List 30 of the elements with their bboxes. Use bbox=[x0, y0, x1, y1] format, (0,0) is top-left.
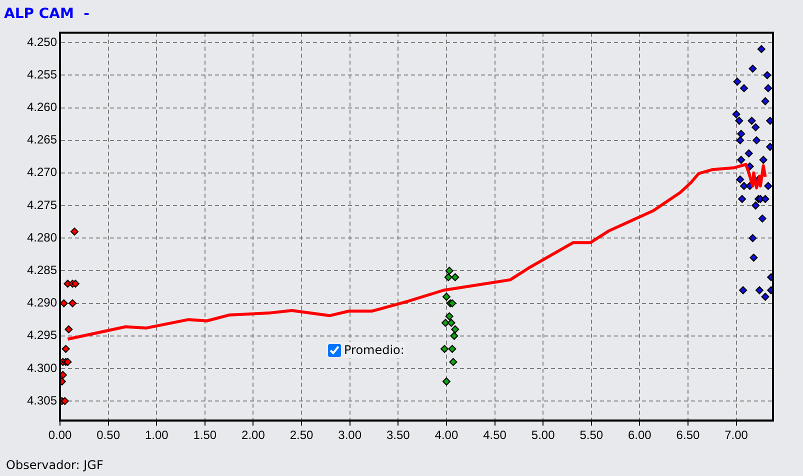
x-tick-label: 6.50 bbox=[676, 428, 700, 442]
x-tick-label: 0.00 bbox=[48, 428, 72, 442]
y-tick-label: 4.290 bbox=[26, 296, 58, 310]
x-tick-label: 5.50 bbox=[580, 428, 604, 442]
y-tick-label: 4.300 bbox=[26, 360, 58, 375]
x-tick-label: 5.00 bbox=[531, 428, 556, 442]
y-tick-label: 4.255 bbox=[26, 67, 58, 82]
x-tick-label: 7.00 bbox=[724, 428, 748, 442]
y-tick-label: 4.250 bbox=[26, 34, 58, 49]
y-tick-label: 4.305 bbox=[26, 393, 58, 408]
y-tick-label: 4.275 bbox=[26, 198, 58, 212]
y-tick-label: 4.280 bbox=[26, 230, 58, 244]
x-tick-label: 1.00 bbox=[144, 428, 169, 442]
text: Observador: JGF bbox=[6, 458, 104, 472]
y-tick-label: 4.260 bbox=[26, 100, 58, 114]
y-tick-label: 4.285 bbox=[26, 263, 58, 278]
x-tick-label: 4.50 bbox=[483, 428, 507, 442]
y-tick-label: 4.295 bbox=[26, 328, 58, 342]
annotation: Promedio: bbox=[344, 343, 404, 357]
x-tick-label: 4.00 bbox=[434, 428, 458, 442]
x-tick-label: 3.50 bbox=[386, 428, 410, 442]
x-tick-label: 2.00 bbox=[242, 428, 266, 442]
x-tick-label: 3.00 bbox=[338, 428, 362, 442]
y-tick-label: 4.265 bbox=[26, 132, 58, 147]
chart-title: ALP CAM - bbox=[4, 6, 90, 22]
x-tick-label: 2.50 bbox=[290, 428, 314, 442]
x-tick-label: 0.50 bbox=[96, 428, 120, 442]
x-tick-label: 1.50 bbox=[193, 428, 217, 442]
x-tick-label: 6.00 bbox=[628, 428, 652, 442]
y-tick-label: 4.270 bbox=[26, 165, 58, 180]
